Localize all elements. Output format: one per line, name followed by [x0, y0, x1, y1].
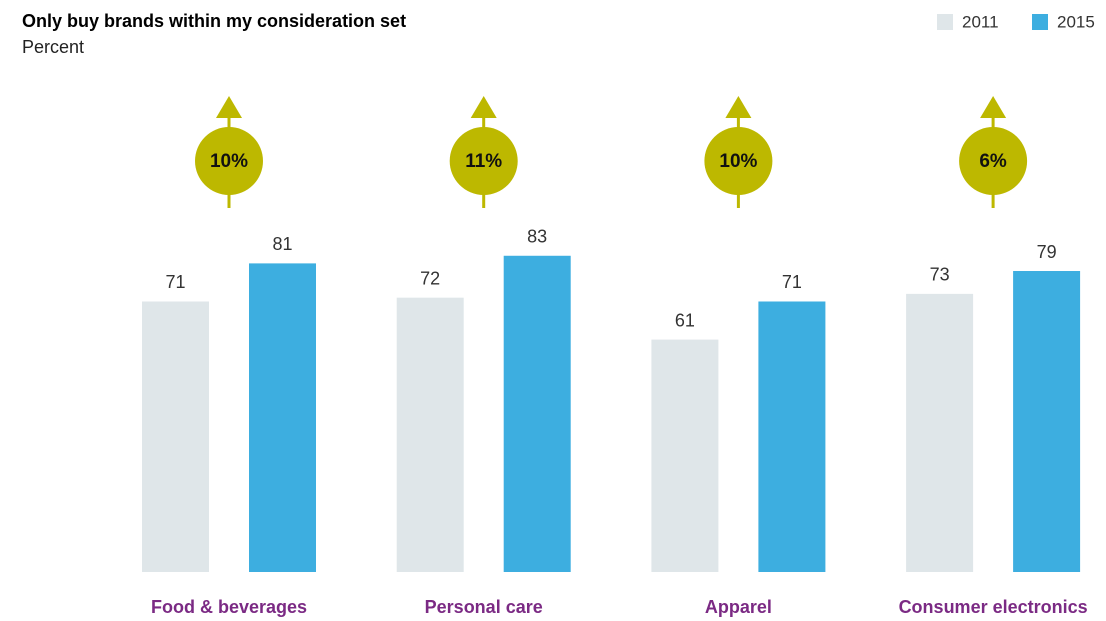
- bar: [503, 255, 571, 572]
- value-label: 81: [272, 234, 292, 254]
- arrow-head: [216, 96, 242, 118]
- category-label: Apparel: [705, 597, 772, 617]
- annotation-circle: [704, 127, 773, 195]
- legend-label: 2011: [962, 12, 999, 31]
- value-label: 72: [420, 268, 440, 288]
- chart-title: Only buy brands within my consideration …: [22, 11, 406, 31]
- annotation-circle: [449, 127, 518, 195]
- arrow-head: [470, 96, 497, 118]
- legend-swatch: [937, 14, 953, 30]
- bar: [758, 301, 826, 572]
- value-label: 83: [527, 227, 547, 247]
- annotation-label: 11%: [465, 151, 502, 172]
- bar: [396, 297, 464, 572]
- category-label: Food & beverages: [151, 597, 307, 617]
- legend-label: 2015: [1057, 12, 1095, 31]
- arrow-head: [980, 96, 1007, 118]
- bar: [1013, 271, 1081, 572]
- annotation-label: 10%: [719, 151, 757, 172]
- bar: [249, 263, 316, 572]
- bar: [651, 339, 719, 572]
- bar: [906, 293, 974, 572]
- value-label: 71: [782, 272, 802, 292]
- value-label: 79: [1037, 242, 1057, 262]
- annotation-label: 6%: [979, 151, 1007, 172]
- bar: [142, 301, 209, 572]
- arrow-head: [725, 96, 752, 118]
- annotation-circle: [959, 127, 1028, 195]
- value-label: 71: [165, 272, 185, 292]
- category-label: Consumer electronics: [899, 597, 1088, 617]
- category-label: Personal care: [425, 597, 543, 617]
- chart-subtitle: Percent: [22, 37, 84, 57]
- value-label: 73: [930, 265, 950, 285]
- annotation-label: 10%: [210, 151, 248, 172]
- value-label: 61: [675, 310, 695, 330]
- legend-swatch: [1032, 14, 1048, 30]
- annotation-circle: [195, 127, 263, 195]
